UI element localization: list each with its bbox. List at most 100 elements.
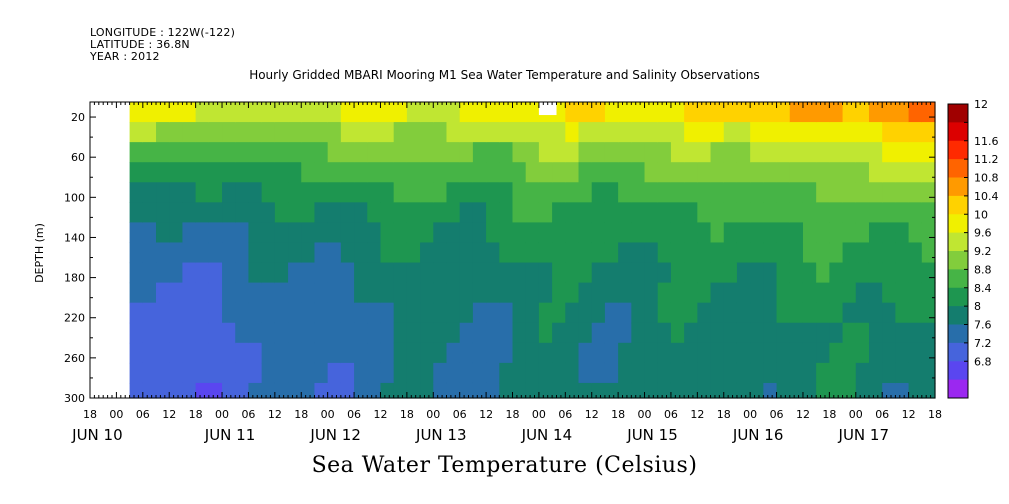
temperature-cell <box>340 342 355 364</box>
temperature-cell <box>776 122 791 143</box>
temperature-cell <box>367 242 382 264</box>
temperature-cell <box>314 222 329 244</box>
temperature-cell <box>908 342 923 364</box>
temperature-cell <box>446 282 461 304</box>
temperature-cell <box>208 222 223 244</box>
temperature-cell <box>776 202 791 224</box>
temperature-cell <box>142 322 157 344</box>
temperature-cell <box>802 382 817 399</box>
temperature-cell <box>591 182 606 203</box>
temperature-cell <box>354 222 368 244</box>
temperature-cell <box>367 142 382 163</box>
temperature-cell <box>169 102 184 123</box>
temperature-cell <box>842 222 857 244</box>
temperature-cell <box>380 242 395 264</box>
temperature-cell <box>882 142 896 163</box>
temperature-cell <box>327 222 342 244</box>
colorbar-label: 10.8 <box>974 172 999 185</box>
temperature-cell <box>816 222 830 244</box>
temperature-cell <box>235 102 250 123</box>
temperature-cell <box>842 102 857 123</box>
temperature-cell <box>393 342 408 364</box>
temperature-cell <box>486 222 500 244</box>
temperature-cell <box>195 342 210 364</box>
colorbar-swatch <box>948 251 968 270</box>
temperature-cell <box>618 382 632 399</box>
temperature-cell <box>789 322 804 344</box>
temperature-cell <box>301 342 316 364</box>
temperature-cell <box>472 262 487 284</box>
temperature-cell <box>446 202 461 224</box>
temperature-cell <box>393 102 408 123</box>
temperature-cell <box>446 182 461 203</box>
x-hour-label: 12 <box>796 408 810 421</box>
temperature-cell <box>406 302 421 324</box>
temperature-cell <box>670 202 685 224</box>
temperature-cell <box>420 302 434 324</box>
temperature-cell <box>169 282 184 304</box>
temperature-cell <box>670 382 685 399</box>
temperature-cell <box>340 382 355 399</box>
temperature-cell <box>380 182 395 203</box>
temperature-cell <box>789 142 804 163</box>
y-tick-label: 300 <box>64 392 85 405</box>
temperature-cell <box>156 202 170 224</box>
temperature-cell <box>420 222 434 244</box>
temperature-cell <box>235 262 250 284</box>
temperature-cell <box>446 102 461 123</box>
temperature-cell <box>327 202 342 224</box>
temperature-cell <box>763 362 778 384</box>
temperature-cell <box>868 102 883 123</box>
temperature-cell <box>248 282 263 304</box>
temperature-cell <box>472 322 487 344</box>
temperature-cell <box>486 102 500 123</box>
temperature-cell <box>750 382 764 399</box>
temperature-cell <box>723 242 738 264</box>
temperature-cell <box>301 202 316 224</box>
temperature-cell <box>301 222 316 244</box>
temperature-cell <box>512 342 527 364</box>
temperature-cell <box>670 362 685 384</box>
temperature-cell <box>169 342 184 364</box>
temperature-cell <box>486 162 500 183</box>
temperature-cell <box>433 382 448 399</box>
temperature-cell <box>895 242 910 264</box>
temperature-cell <box>288 162 302 183</box>
temperature-cell <box>802 242 817 264</box>
temperature-cell <box>631 102 646 123</box>
temperature-cell <box>499 302 514 324</box>
temperature-cell <box>446 162 461 183</box>
temperature-cell <box>644 222 659 244</box>
temperature-cell <box>340 362 355 384</box>
temperature-cell <box>327 162 342 183</box>
temperature-cell <box>222 102 236 123</box>
temperature-cell <box>618 342 632 364</box>
x-day-label: JUN 14 <box>521 426 572 444</box>
temperature-cell <box>868 242 883 264</box>
temperature-cell <box>446 122 461 143</box>
temperature-cell <box>459 342 474 364</box>
temperature-cell <box>288 102 302 123</box>
colorbar-label: 11.2 <box>974 153 999 166</box>
temperature-cell <box>393 242 408 264</box>
temperature-cell <box>644 202 659 224</box>
temperature-cell <box>340 302 355 324</box>
temperature-cell <box>697 102 712 123</box>
x-hour-label: 00 <box>215 408 229 421</box>
colorbar: 12 11.6 11.2 10.8 10.4 10 9.6 9.2 8.8 8.4 8 7.6 7.2 6… <box>947 98 999 399</box>
temperature-cell <box>710 302 725 324</box>
temperature-cell <box>895 122 910 143</box>
temperature-cell <box>129 102 144 123</box>
temperature-cell <box>380 202 395 224</box>
temperature-cell <box>406 222 421 244</box>
temperature-cell <box>750 322 764 344</box>
temperature-cell <box>406 102 421 123</box>
temperature-cell <box>842 302 857 324</box>
temperature-cell <box>261 202 276 224</box>
temperature-cell <box>459 142 474 163</box>
temperature-cell <box>499 242 514 264</box>
temperature-cell <box>802 202 817 224</box>
temperature-cell <box>195 242 210 264</box>
temperature-cell <box>829 122 844 143</box>
colorbar-swatch <box>948 195 968 215</box>
